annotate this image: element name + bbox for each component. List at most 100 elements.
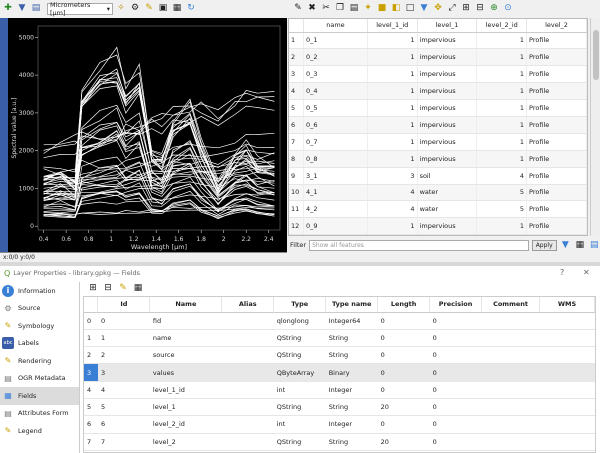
table-cell[interactable] [481, 363, 540, 382]
table-row[interactable]: 0 0 fid qlonglong Integer64 0 0 [84, 312, 595, 330]
table-cell[interactable]: 0_9 [303, 217, 368, 235]
table-cell[interactable]: 5 [476, 200, 528, 219]
table-cell[interactable]: Profile [526, 82, 587, 101]
table-cell[interactable]: 1 [476, 150, 528, 168]
table-cell[interactable]: String [325, 329, 378, 348]
spectral-profile-curve[interactable] [43, 165, 275, 193]
table-cell[interactable]: 1 [476, 116, 528, 134]
table-cell[interactable]: 2 [289, 48, 304, 67]
form-view-icon[interactable]: ▤ [590, 239, 599, 250]
sidebar-item-source[interactable]: ⚙ Source [0, 300, 79, 318]
table-cell[interactable]: 2 [97, 346, 150, 365]
table-cell[interactable]: Binary [325, 363, 378, 382]
help-button[interactable]: ? [560, 268, 565, 277]
table-cell[interactable] [539, 415, 595, 434]
table-cell[interactable]: 1 [367, 133, 418, 151]
spectral-profile-curve[interactable] [43, 165, 275, 211]
delete-field-icon[interactable]: ⊟ [104, 283, 112, 293]
table-row[interactable]: 6 6 level_2_id int Integer 0 0 [84, 415, 595, 434]
table-cell[interactable]: 0_7 [303, 133, 368, 151]
table-row[interactable]: 2 0_2 1 impervious 1 Profile [289, 48, 587, 67]
table-row[interactable]: 7 7 level_2 QString String 20 0 [84, 433, 595, 451]
table-cell[interactable]: 20 [377, 398, 430, 417]
table-cell[interactable]: 4 [367, 184, 418, 202]
table-cell[interactable]: level_1_id [149, 381, 222, 399]
table-cell[interactable]: Profile [526, 116, 587, 134]
table-cell[interactable]: 0_4 [303, 82, 368, 101]
table-cell[interactable]: 6 [97, 415, 150, 434]
table-cell[interactable]: 1 [289, 32, 304, 50]
select-expression-icon[interactable]: ✦ [364, 3, 372, 13]
table-cell[interactable]: 0 [377, 363, 430, 382]
table-cell[interactable] [481, 346, 540, 365]
select-all-icon[interactable]: ■ [377, 3, 387, 13]
copy-icon[interactable]: ❐ [335, 3, 345, 13]
spectral-profile-curve[interactable] [43, 177, 275, 201]
table-cell[interactable]: String [325, 433, 378, 451]
table-cell[interactable]: 0_8 [303, 150, 368, 168]
column-header[interactable]: level_2_id [476, 19, 528, 33]
table-cell[interactable]: 0_2 [303, 48, 368, 67]
sidebar-item-labels[interactable]: abc Labels [0, 335, 79, 353]
table-cell[interactable]: Profile [526, 200, 587, 219]
filter-input[interactable]: Show all features [309, 239, 529, 251]
table-cell[interactable] [221, 381, 274, 399]
table-cell[interactable]: 1 [367, 217, 418, 235]
table-cell[interactable]: QString [273, 346, 326, 365]
table-row[interactable]: 12 0_9 1 impervious 1 Profile [289, 217, 587, 235]
edit-table-icon[interactable]: ▦ [172, 3, 182, 13]
vertical-scrollbar[interactable] [590, 18, 600, 236]
edit-pencil-icon[interactable]: ✎ [119, 283, 127, 293]
table-cell[interactable]: 0 [429, 346, 482, 365]
field-calculator-icon[interactable]: ▦ [133, 283, 143, 293]
table-cell[interactable]: soil [417, 167, 478, 185]
table-cell[interactable]: 0 [377, 329, 430, 348]
scrollbar-thumb[interactable] [593, 30, 599, 80]
table-cell[interactable]: 0 [429, 363, 482, 382]
table-cell[interactable]: 1 [367, 99, 418, 117]
table-cell[interactable]: qlonglong [273, 312, 326, 330]
spectral-profile-curve[interactable] [43, 129, 275, 206]
table-row[interactable]: 5 0_5 1 impervious 1 Profile [289, 99, 587, 117]
splitter[interactable] [0, 262, 600, 266]
toggle-edit-icon[interactable]: ✎ [294, 3, 302, 13]
table-cell[interactable]: QString [273, 329, 326, 348]
table-cell[interactable] [481, 312, 540, 330]
table-row[interactable]: 4 0_4 1 impervious 1 Profile [289, 82, 587, 101]
table-cell[interactable]: int [273, 415, 326, 434]
table-cell[interactable]: 9 [289, 167, 304, 185]
table-row[interactable]: 10 4_1 4 water 5 Profile [289, 184, 587, 202]
invert-selection-icon[interactable]: ◧ [391, 3, 401, 13]
table-cell[interactable]: 5 [476, 184, 528, 202]
table-row[interactable]: 3 3 values QByteArray Binary 0 0 [84, 363, 595, 382]
table-cell[interactable]: 4 [84, 381, 98, 399]
table-cell[interactable]: 1 [476, 48, 528, 67]
deselect-icon[interactable]: □ [405, 3, 415, 13]
sidebar-item-symbology[interactable]: ✎ Symbology [0, 317, 79, 335]
table-cell[interactable]: 0 [377, 415, 430, 434]
table-cell[interactable]: String [325, 398, 378, 417]
table-cell[interactable]: impervious [417, 99, 478, 117]
table-cell[interactable]: level_2 [149, 433, 222, 451]
table-cell[interactable]: 0 [429, 415, 482, 434]
table-row[interactable]: 2 2 source QString String 0 0 [84, 346, 595, 365]
table-cell[interactable]: 1 [476, 65, 528, 84]
move-selection-icon[interactable]: ✥ [434, 3, 442, 13]
table-row[interactable]: 9 3_1 3 soil 4 Profile [289, 167, 587, 185]
table-row[interactable]: 8 0_8 1 impervious 1 Profile [289, 150, 587, 168]
table-cell[interactable]: 1 [367, 150, 418, 168]
apply-button[interactable]: Apply [531, 239, 557, 251]
table-cell[interactable]: Profile [526, 167, 587, 185]
table-cell[interactable]: 6 [84, 415, 98, 434]
table-cell[interactable] [481, 381, 540, 399]
table-row[interactable]: 11 4_2 4 water 5 Profile [289, 200, 587, 219]
table-cell[interactable]: name [149, 329, 222, 348]
table-cell[interactable]: 1 [476, 32, 528, 50]
table-cell[interactable] [221, 415, 274, 434]
table-cell[interactable]: 1 [476, 133, 528, 151]
table-cell[interactable]: 1 [367, 82, 418, 101]
table-cell[interactable]: Integer [325, 415, 378, 434]
table-cell[interactable]: 4 [367, 200, 418, 219]
table-cell[interactable]: Profile [526, 32, 587, 50]
table-cell[interactable]: 0 [377, 312, 430, 330]
